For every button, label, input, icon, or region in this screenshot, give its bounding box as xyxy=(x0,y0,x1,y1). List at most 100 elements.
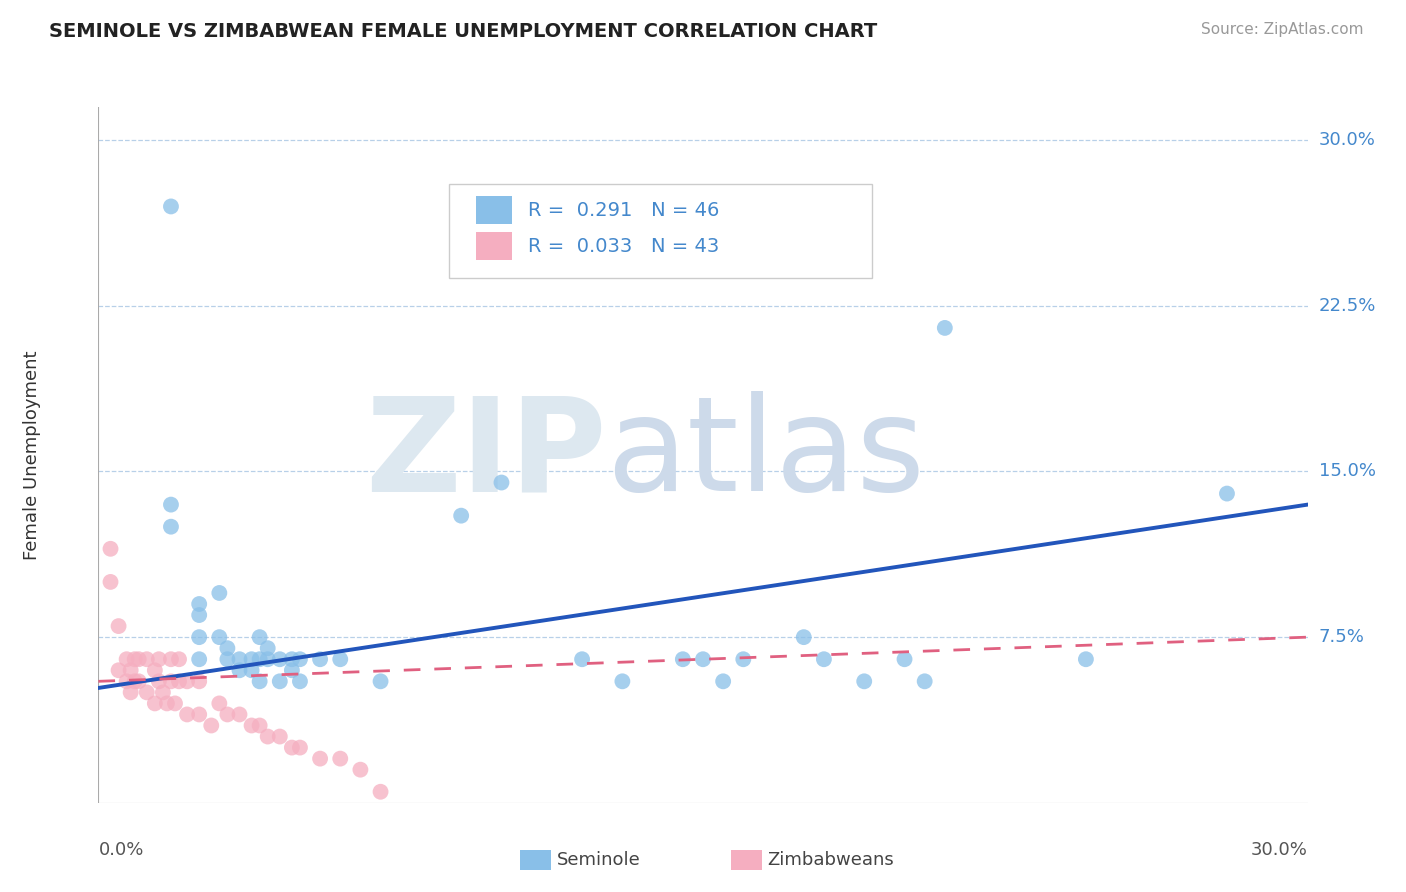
Point xyxy=(188,608,211,623)
Point xyxy=(370,674,392,689)
FancyBboxPatch shape xyxy=(449,184,872,277)
Text: 7.5%: 7.5% xyxy=(1319,628,1365,646)
Point xyxy=(309,751,332,765)
Text: 30.0%: 30.0% xyxy=(1319,131,1375,149)
Point xyxy=(160,652,183,666)
Point xyxy=(256,652,278,666)
Point xyxy=(450,508,472,523)
Point xyxy=(692,652,714,666)
Point xyxy=(167,674,190,689)
Point xyxy=(160,674,183,689)
Text: 15.0%: 15.0% xyxy=(1319,462,1375,481)
Point xyxy=(349,763,371,777)
Text: 30.0%: 30.0% xyxy=(1251,841,1308,859)
Point xyxy=(152,685,174,699)
Point xyxy=(217,707,239,722)
Point xyxy=(281,652,304,666)
Text: ZIP: ZIP xyxy=(364,392,606,518)
Point xyxy=(188,674,211,689)
Point xyxy=(288,652,311,666)
Point xyxy=(163,697,186,711)
Point xyxy=(115,674,138,689)
Point xyxy=(217,652,239,666)
Point xyxy=(160,519,183,533)
Point xyxy=(249,674,271,689)
Point xyxy=(288,740,311,755)
Text: Zimbabweans: Zimbabweans xyxy=(768,851,894,869)
Text: R =  0.291   N = 46: R = 0.291 N = 46 xyxy=(527,201,718,219)
Point xyxy=(269,652,291,666)
Point xyxy=(893,652,915,666)
Point xyxy=(200,718,222,732)
Point xyxy=(733,652,755,666)
Point xyxy=(176,707,198,722)
Point xyxy=(148,674,170,689)
Point xyxy=(167,652,190,666)
Point xyxy=(240,652,263,666)
Point xyxy=(188,707,211,722)
Point xyxy=(256,730,278,744)
Point xyxy=(128,674,150,689)
Point xyxy=(208,586,231,600)
Point xyxy=(124,674,146,689)
Point xyxy=(143,697,166,711)
Text: Source: ZipAtlas.com: Source: ZipAtlas.com xyxy=(1201,22,1364,37)
Point xyxy=(160,498,183,512)
Point xyxy=(100,574,122,589)
Point xyxy=(120,685,142,699)
Point xyxy=(135,685,157,699)
Point xyxy=(217,641,239,656)
Point xyxy=(329,652,352,666)
Point xyxy=(370,785,392,799)
Text: 0.0%: 0.0% xyxy=(98,841,143,859)
Point xyxy=(853,674,876,689)
Point xyxy=(813,652,835,666)
Point xyxy=(612,674,634,689)
Point xyxy=(228,663,250,677)
Point xyxy=(281,663,304,677)
Point xyxy=(128,652,150,666)
Point xyxy=(269,674,291,689)
Bar xyxy=(475,232,512,260)
Point xyxy=(107,619,129,633)
Point xyxy=(228,652,250,666)
Point xyxy=(160,199,183,213)
Point xyxy=(240,663,263,677)
Point xyxy=(228,707,250,722)
Point xyxy=(135,652,157,666)
Point xyxy=(100,541,122,556)
Point xyxy=(156,697,179,711)
Point xyxy=(711,674,734,689)
Text: Female Unemployment: Female Unemployment xyxy=(22,351,41,559)
Text: R =  0.033   N = 43: R = 0.033 N = 43 xyxy=(527,236,718,256)
Point xyxy=(188,597,211,611)
Point xyxy=(249,718,271,732)
Point xyxy=(176,674,198,689)
Text: atlas: atlas xyxy=(606,392,925,518)
Point xyxy=(269,730,291,744)
Point xyxy=(281,740,304,755)
Point xyxy=(115,652,138,666)
Point xyxy=(914,674,936,689)
Point xyxy=(208,630,231,644)
Point xyxy=(1074,652,1097,666)
Point xyxy=(256,641,278,656)
Point xyxy=(120,663,142,677)
Point xyxy=(1216,486,1239,500)
Point xyxy=(143,663,166,677)
Point xyxy=(491,475,513,490)
Point xyxy=(672,652,695,666)
Point xyxy=(793,630,815,644)
Point xyxy=(124,652,146,666)
Bar xyxy=(475,196,512,224)
Point xyxy=(148,652,170,666)
Point xyxy=(288,674,311,689)
Point xyxy=(240,718,263,732)
Point xyxy=(571,652,593,666)
Point xyxy=(107,663,129,677)
Text: SEMINOLE VS ZIMBABWEAN FEMALE UNEMPLOYMENT CORRELATION CHART: SEMINOLE VS ZIMBABWEAN FEMALE UNEMPLOYME… xyxy=(49,22,877,41)
Text: 22.5%: 22.5% xyxy=(1319,297,1376,315)
Point xyxy=(934,321,956,335)
Point xyxy=(249,630,271,644)
Point xyxy=(329,751,352,765)
